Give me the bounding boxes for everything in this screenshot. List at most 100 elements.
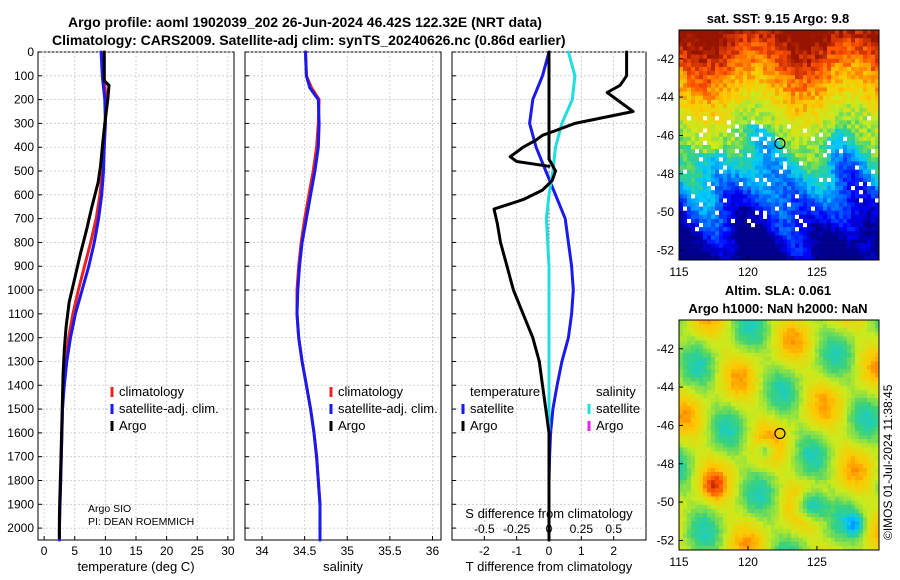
map-cell [719, 181, 724, 187]
map-cell [835, 145, 840, 150]
map-cell [839, 153, 844, 158]
map-cell [767, 451, 772, 456]
map-cell [803, 149, 808, 154]
map-cell [687, 173, 692, 179]
map-cell [847, 108, 852, 113]
map-cell [723, 227, 728, 232]
map-cell [851, 202, 856, 207]
map-cell [691, 116, 696, 121]
map-cell [799, 463, 804, 469]
map-cell [707, 402, 712, 407]
map-cell [691, 410, 696, 415]
map-cell [831, 344, 836, 350]
map-cell [775, 223, 780, 228]
map-cell [767, 132, 772, 138]
map-cell [823, 79, 828, 84]
map-cell [839, 71, 844, 76]
map-cell [791, 210, 796, 216]
temperature-panel: 0100200300400500600700800900100011001200… [7, 45, 235, 574]
map-cell [859, 223, 864, 228]
map-cell [875, 165, 880, 170]
map-cell [687, 206, 692, 212]
map-cell [763, 91, 768, 97]
map-cell [779, 467, 784, 473]
map-cell [703, 145, 708, 150]
map-cell [855, 361, 860, 366]
map-cell [863, 352, 868, 358]
map-cell [751, 365, 756, 370]
map-cell [871, 459, 876, 465]
map-cell [843, 46, 848, 51]
map-cell [723, 62, 728, 68]
map-cell [875, 459, 880, 465]
map-cell [799, 145, 804, 150]
map-cell [739, 99, 744, 105]
map-cell [843, 443, 848, 448]
map-cell [827, 332, 832, 337]
map-cell [715, 385, 720, 391]
map-cell [707, 194, 712, 199]
map-cell [771, 128, 776, 133]
map-cell [767, 430, 772, 436]
map-cell [695, 455, 700, 460]
map-cell [847, 369, 852, 374]
map-cell [815, 361, 820, 366]
map-cell [683, 210, 688, 216]
map-cell [763, 153, 768, 158]
map-cell [771, 223, 776, 228]
map-cell [723, 157, 728, 162]
map-cell [859, 124, 864, 129]
map-cell [703, 54, 708, 60]
map-cell [711, 75, 716, 80]
map-cell [815, 398, 820, 403]
map-cell [863, 153, 868, 158]
map-cell [787, 210, 792, 216]
map-cell [727, 34, 732, 39]
map-cell [875, 435, 880, 440]
map-cell [871, 320, 876, 325]
map-cell [695, 361, 700, 366]
map-cell [715, 255, 720, 261]
map-cell [711, 332, 716, 337]
map-cell [699, 218, 704, 224]
map-cell [871, 54, 876, 60]
map-cell [831, 54, 836, 60]
map-cell [859, 210, 864, 216]
map-cell [839, 373, 844, 378]
map-cell [871, 42, 876, 47]
map-cell [751, 66, 756, 72]
map-cell [799, 181, 804, 187]
map-cell [763, 239, 768, 244]
map-cell [811, 112, 816, 117]
map-cell [775, 210, 780, 216]
map-cell [863, 210, 868, 216]
map-cell [867, 243, 872, 248]
map-cell [711, 255, 716, 261]
map-cell [739, 181, 744, 187]
map-cell [871, 385, 876, 391]
map-cell [847, 173, 852, 179]
map-cell [819, 414, 824, 419]
map-cell [815, 145, 820, 150]
map-cell [803, 414, 808, 419]
map-cell [851, 348, 856, 354]
map-cell [691, 443, 696, 448]
map-cell [755, 389, 760, 395]
map-cell [739, 165, 744, 170]
map-cell [747, 99, 752, 105]
map-cell [723, 202, 728, 207]
map-cell [811, 140, 816, 146]
map-cell [799, 30, 804, 35]
map-cell [731, 239, 736, 244]
map-cell [795, 243, 800, 248]
map-cell [783, 443, 788, 448]
map-cell [831, 116, 836, 121]
map-cell [867, 459, 872, 465]
map-cell [815, 75, 820, 80]
map-cell [819, 99, 824, 105]
map-cell [775, 87, 780, 92]
map-cell [739, 373, 744, 378]
map-cell [875, 79, 880, 84]
map-cell [815, 463, 820, 469]
map-cell [779, 161, 784, 166]
